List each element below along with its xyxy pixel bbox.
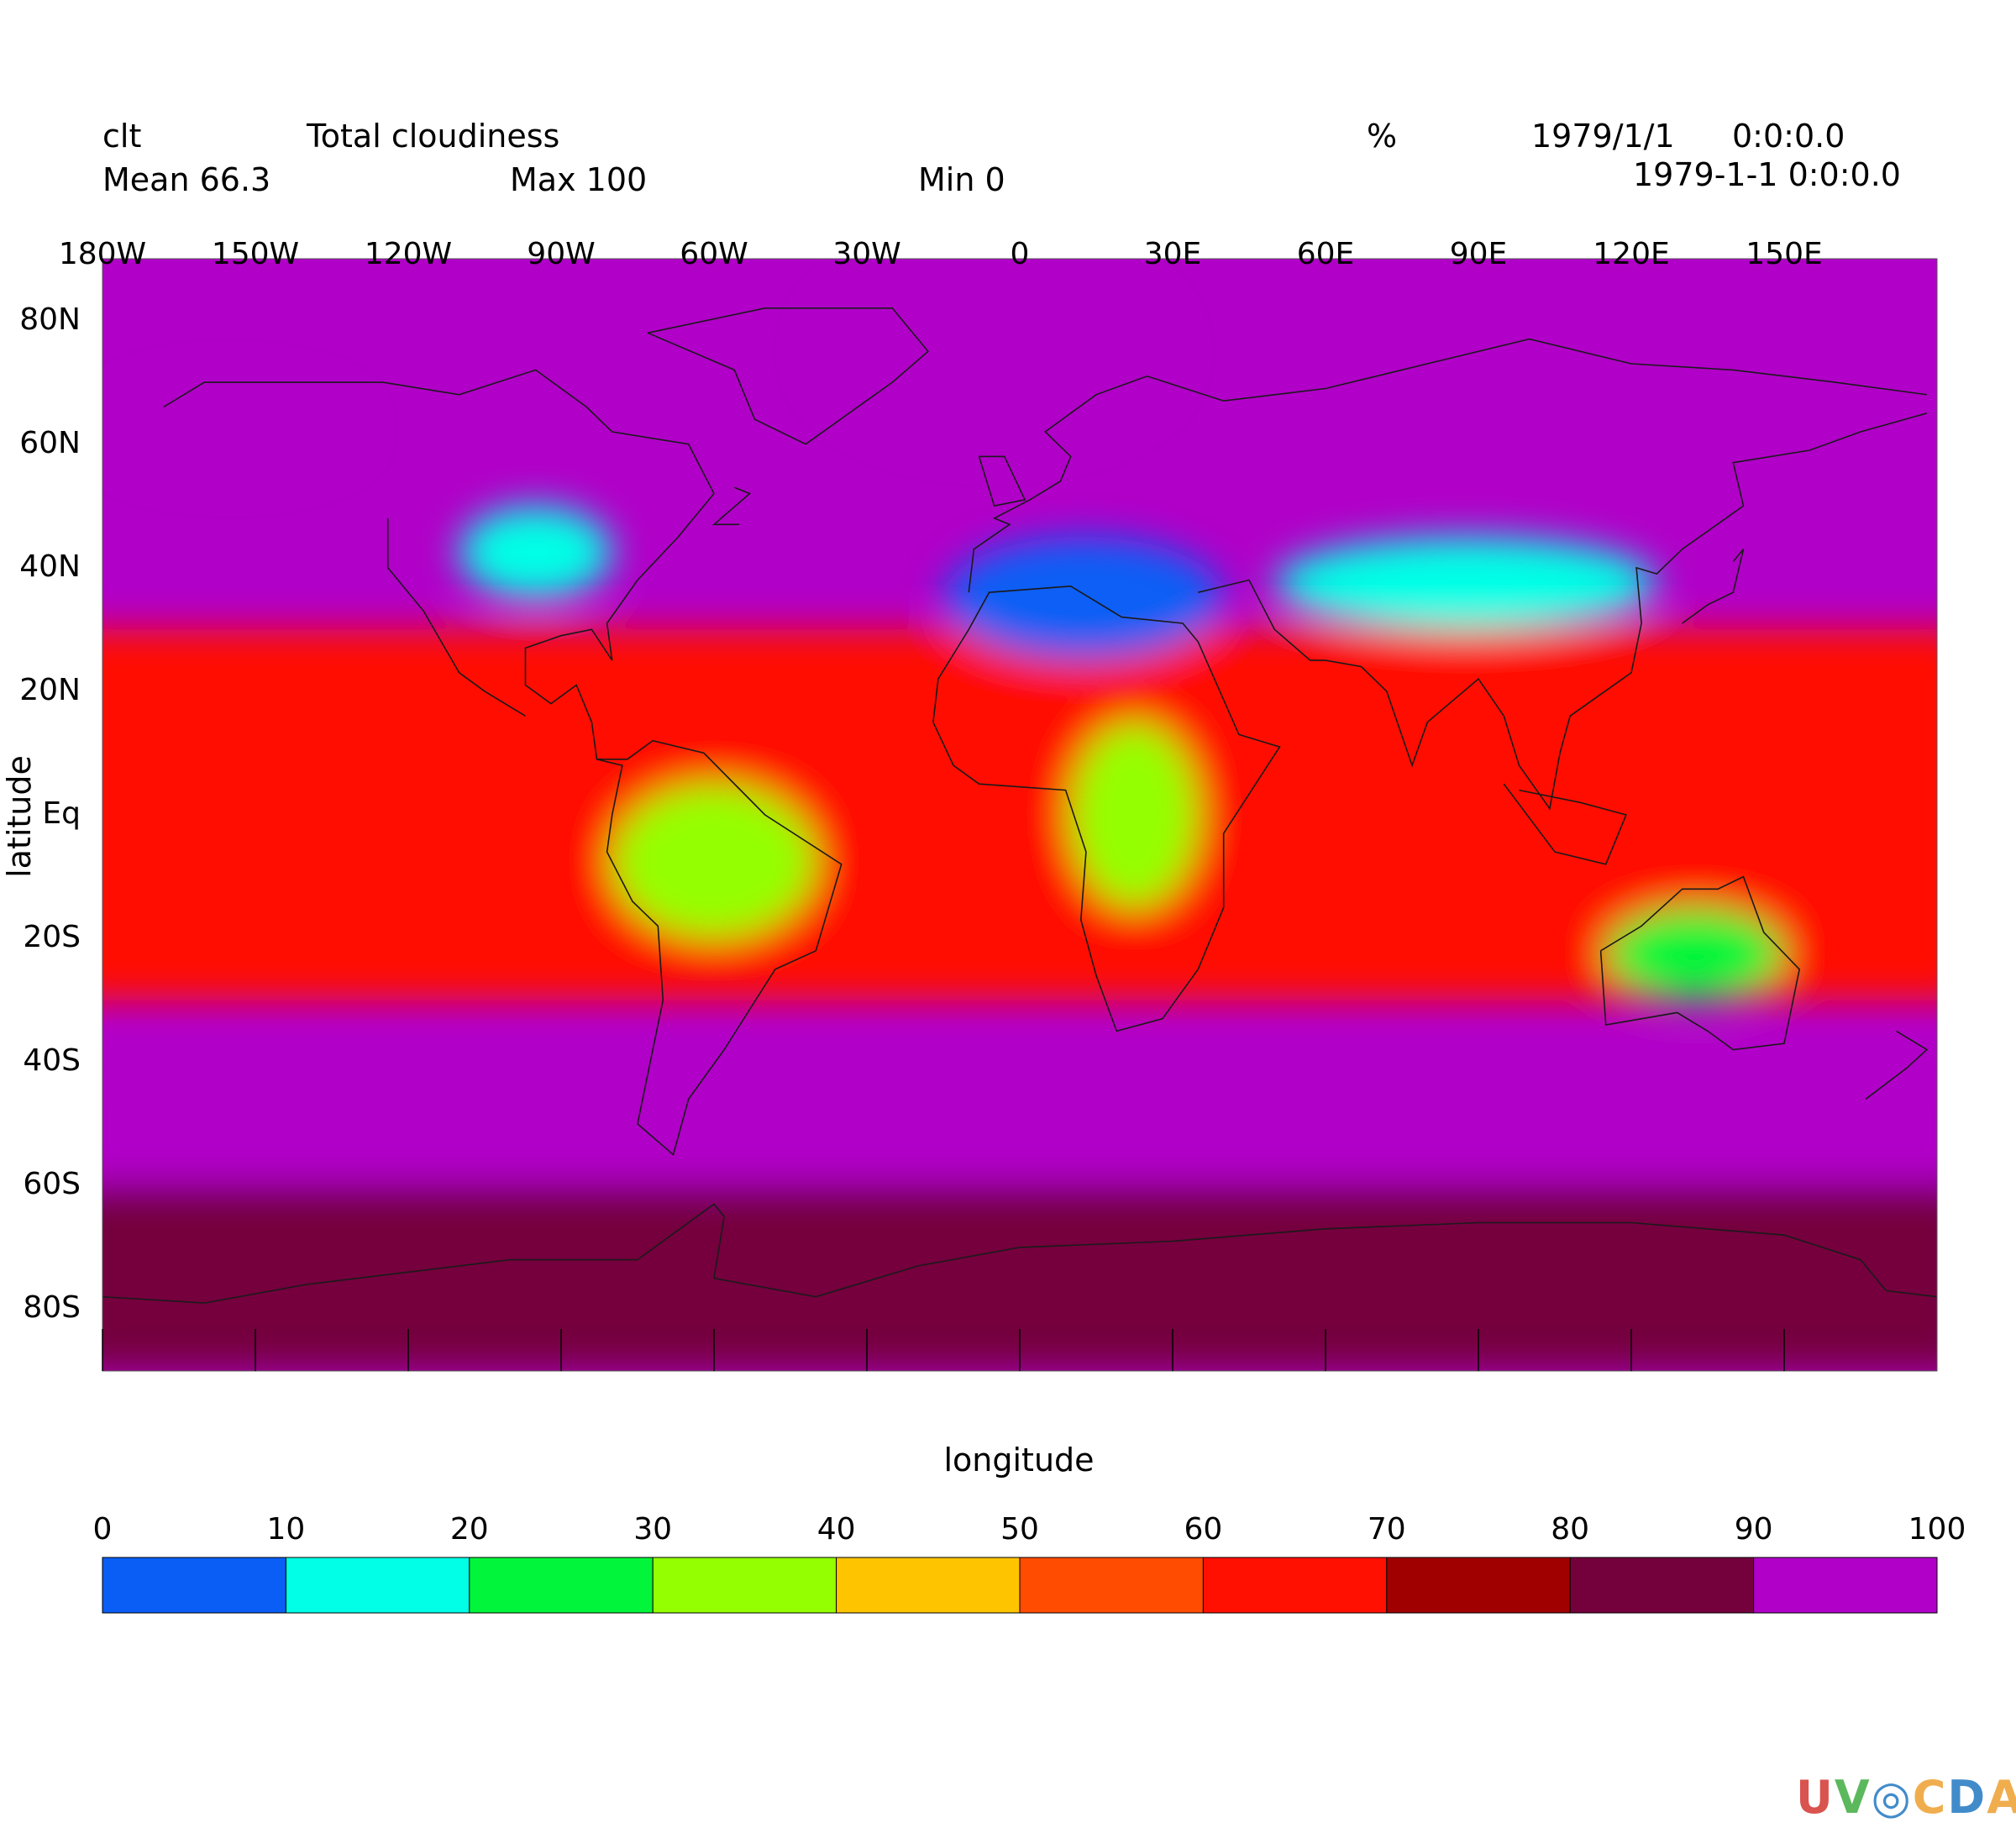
colorbar-level-label: 70 [1367, 1512, 1406, 1547]
uvcdat-logo: UV◎CDAT [1796, 1771, 2016, 1824]
y-axis-label: latitude [0, 755, 38, 878]
x-tick-label: 30E [1143, 237, 1202, 271]
colorbar-level-label: 100 [1908, 1512, 1966, 1547]
x-tick-label: 120E [1593, 237, 1670, 271]
x-tick-label: 150E [1746, 237, 1823, 271]
map-field [102, 259, 1937, 1371]
y-tick-label: Eq [42, 796, 81, 831]
field-region-arctic-high [816, 259, 1173, 444]
colorbar-level-label: 60 [1184, 1512, 1223, 1547]
colorbar-level-label: 50 [1000, 1512, 1039, 1547]
colorbar-level-label: 80 [1551, 1512, 1590, 1547]
y-tick-label: 20S [23, 920, 81, 955]
colorbar-level-label: 90 [1734, 1512, 1773, 1547]
x-tick-label: 60E [1296, 237, 1355, 271]
coastline [102, 1203, 1937, 1304]
colorbar-swatch [836, 1557, 1021, 1614]
field-region-southern-ocean-band [102, 1062, 1937, 1186]
variable-long-name: Total cloudiness [307, 118, 560, 155]
colorbar-swatch [1386, 1557, 1571, 1614]
colorbar-level-label: 20 [449, 1512, 489, 1547]
colorbar-level-label: 30 [633, 1512, 673, 1547]
x-tick-label: 60W [680, 237, 748, 271]
time-label: 0:0:0.0 [1732, 118, 1845, 155]
field-region-australia-low [1605, 907, 1784, 1001]
coastline [1198, 412, 1928, 811]
coastline [1865, 1030, 1929, 1100]
colorbar-swatch [469, 1557, 654, 1614]
coastline [163, 369, 843, 1157]
field-region-africa-mid [1070, 722, 1199, 908]
colorbar-swatch [1202, 1557, 1388, 1614]
field-region-south-america-mid [612, 784, 816, 939]
colorbar [102, 1557, 1938, 1614]
colorbar-swatch [285, 1557, 470, 1614]
colorbar-swatch [652, 1557, 837, 1614]
coastline [968, 338, 1928, 593]
x-tick-label: 30W [832, 237, 901, 271]
coastline [711, 486, 752, 526]
coastline [932, 585, 1281, 1032]
colorbar-swatch [1753, 1557, 1938, 1614]
field-region-north-america-low [459, 506, 612, 599]
x-tick-label: 90W [527, 237, 596, 271]
x-tick-label: 150W [211, 237, 300, 271]
mean-label: Mean 66.3 [102, 161, 271, 198]
variable-name: clt [102, 118, 142, 155]
colorbar-swatch [1019, 1557, 1204, 1614]
field-region-north-pacific-high [102, 382, 358, 475]
date-label: 1979/1/1 [1531, 118, 1675, 155]
min-label: Min 0 [918, 161, 1005, 198]
x-tick-label: 90E [1449, 237, 1508, 271]
max-label: Max 100 [510, 161, 648, 198]
coastline [1599, 875, 1801, 1051]
coastline [1503, 783, 1627, 865]
colorbar-level-label: 40 [816, 1512, 856, 1547]
x-tick-label: 0 [1010, 237, 1030, 271]
field-region-central-asia-low [1274, 537, 1657, 630]
units-label: % [1367, 118, 1398, 155]
coastline [978, 455, 1026, 507]
colorbar-level-label: 0 [92, 1512, 113, 1547]
y-tick-label: 20N [19, 672, 81, 707]
coastline [1682, 549, 1745, 624]
coastline [386, 517, 526, 717]
y-tick-label: 40N [19, 549, 81, 584]
x-tick-label: 120W [364, 237, 453, 271]
y-tick-label: 80S [23, 1290, 81, 1326]
y-tick-label: 40S [23, 1043, 81, 1079]
coastline [647, 307, 929, 445]
field-region-sahara-arabia-low [943, 537, 1224, 661]
y-tick-label: 60N [19, 425, 81, 460]
x-axis-label: longitude [943, 1442, 1095, 1478]
colorbar-swatch [102, 1557, 286, 1614]
y-tick-label: 80N [19, 302, 81, 337]
x-tick-label: 180W [58, 237, 147, 271]
colorbar-swatch [1569, 1557, 1755, 1614]
datetime-label: 1979-1-1 0:0:0.0 [1633, 156, 1901, 193]
y-tick-label: 60S [23, 1167, 81, 1202]
colorbar-level-label: 10 [266, 1512, 306, 1547]
